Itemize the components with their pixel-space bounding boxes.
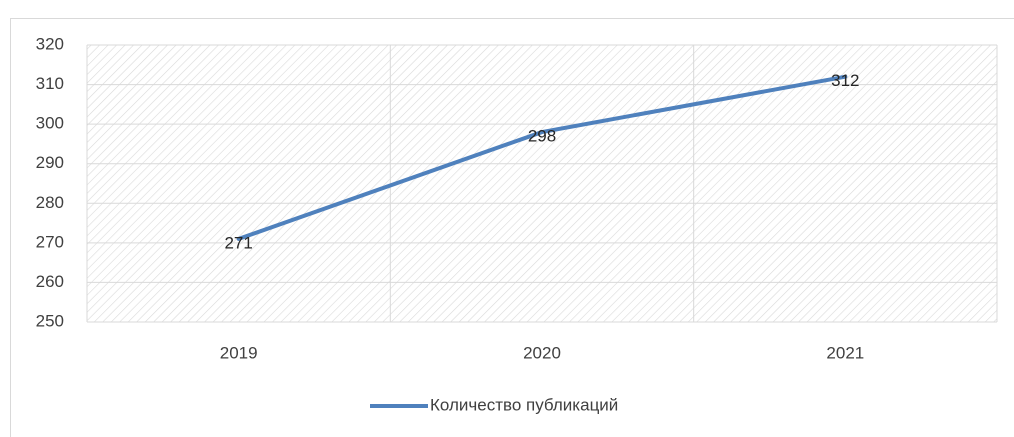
- y-tick-label: 300: [36, 114, 64, 133]
- series-line: [236, 74, 848, 241]
- y-tick-label: 290: [36, 153, 64, 172]
- y-tick-label: 310: [36, 74, 64, 93]
- y-tick-label: 260: [36, 272, 64, 291]
- y-tick-label: 270: [36, 232, 64, 251]
- plot-area: [87, 45, 997, 322]
- y-tick-label: 280: [36, 193, 64, 212]
- x-tick-label: 2020: [523, 343, 561, 362]
- data-label: 312: [831, 71, 859, 90]
- chart-border: [10, 18, 1014, 437]
- data-label: 271: [224, 233, 252, 252]
- legend-label: Количество публикаций: [430, 395, 618, 414]
- y-tick-label: 250: [36, 311, 64, 330]
- x-tick-label: 2019: [220, 343, 258, 362]
- x-tick-label: 2021: [826, 343, 864, 362]
- data-label: 298: [528, 127, 556, 146]
- y-tick-label: 320: [36, 34, 64, 53]
